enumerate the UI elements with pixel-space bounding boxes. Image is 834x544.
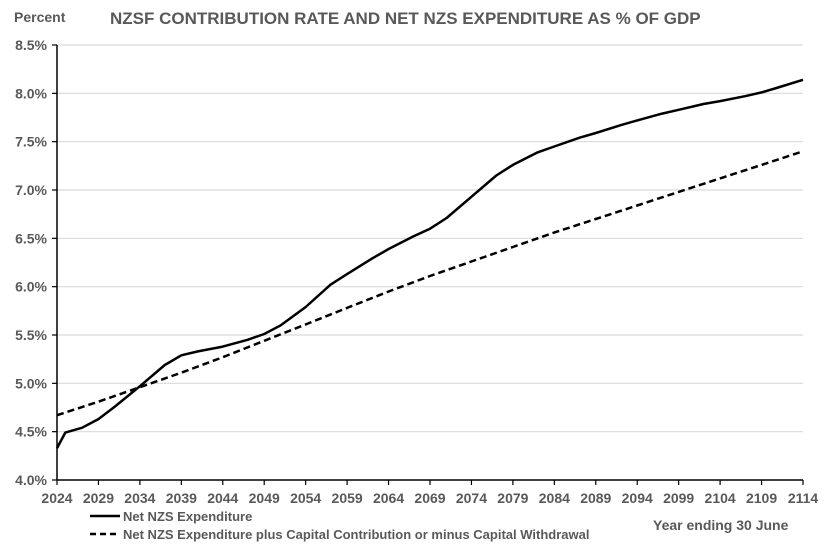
y-tick-label: 8.5% xyxy=(15,37,47,53)
y-tick-label: 6.5% xyxy=(15,230,47,246)
x-axis-label: Year ending 30 June xyxy=(653,517,789,533)
series-lines xyxy=(55,78,804,449)
legend-label-net-nzs: Net NZS Expenditure xyxy=(123,509,252,524)
gridlines xyxy=(57,44,803,433)
x-tick-label: 2024 xyxy=(41,490,72,506)
x-tick-label: 2099 xyxy=(663,490,694,506)
y-tick-labels: 4.0% 4.5% 5.0% 5.5% 6.0% 6.5% 7.0% 7.5% 8.0% 8.5% xyxy=(15,37,57,488)
chart-title: NZSF CONTRIBUTION RATE AND NET NZS EXPEN… xyxy=(110,9,701,28)
x-tick-label: 2109 xyxy=(746,490,777,506)
series-line-net-nzs-expenditure xyxy=(55,78,804,449)
y-axis-label: Percent xyxy=(14,9,66,25)
x-tick-label: 2074 xyxy=(456,490,487,506)
x-tick-label: 2039 xyxy=(166,490,197,506)
y-tick-label: 7.0% xyxy=(15,182,47,198)
x-tick-label: 2034 xyxy=(124,490,155,506)
y-tick-label: 8.0% xyxy=(15,85,47,101)
x-tick-label: 2064 xyxy=(373,490,404,506)
y-tick-label: 4.5% xyxy=(15,424,47,440)
x-tick-label: 2094 xyxy=(622,490,653,506)
x-tick-labels: 2024 2029 2034 2039 2044 2049 2054 2059 2064 2069… xyxy=(41,480,818,506)
y-tick-label: 6.0% xyxy=(15,279,47,295)
x-tick-label: 2054 xyxy=(290,490,321,506)
y-tick-label: 4.0% xyxy=(15,472,47,488)
series-line-net-nzs-plus-capital xyxy=(56,150,804,417)
x-tick-label: 2089 xyxy=(580,490,611,506)
legend-label-net-nzs-plus-capital: Net NZS Expenditure plus Capital Contrib… xyxy=(123,527,589,542)
y-tick-label: 5.5% xyxy=(15,327,47,343)
x-tick-label: 2044 xyxy=(207,490,238,506)
y-tick-label: 5.0% xyxy=(15,375,47,391)
y-tick-label: 7.5% xyxy=(15,134,47,150)
x-tick-label: 2029 xyxy=(83,490,114,506)
x-tick-label: 2049 xyxy=(249,490,280,506)
x-tick-label: 2084 xyxy=(539,490,570,506)
x-tick-label: 2079 xyxy=(497,490,528,506)
x-tick-label: 2059 xyxy=(332,490,363,506)
x-tick-label: 2104 xyxy=(705,490,736,506)
legend: Net NZS Expenditure Net NZS Expenditure … xyxy=(90,509,589,542)
x-tick-label: 2114 xyxy=(788,490,819,506)
x-tick-label: 2069 xyxy=(414,490,445,506)
